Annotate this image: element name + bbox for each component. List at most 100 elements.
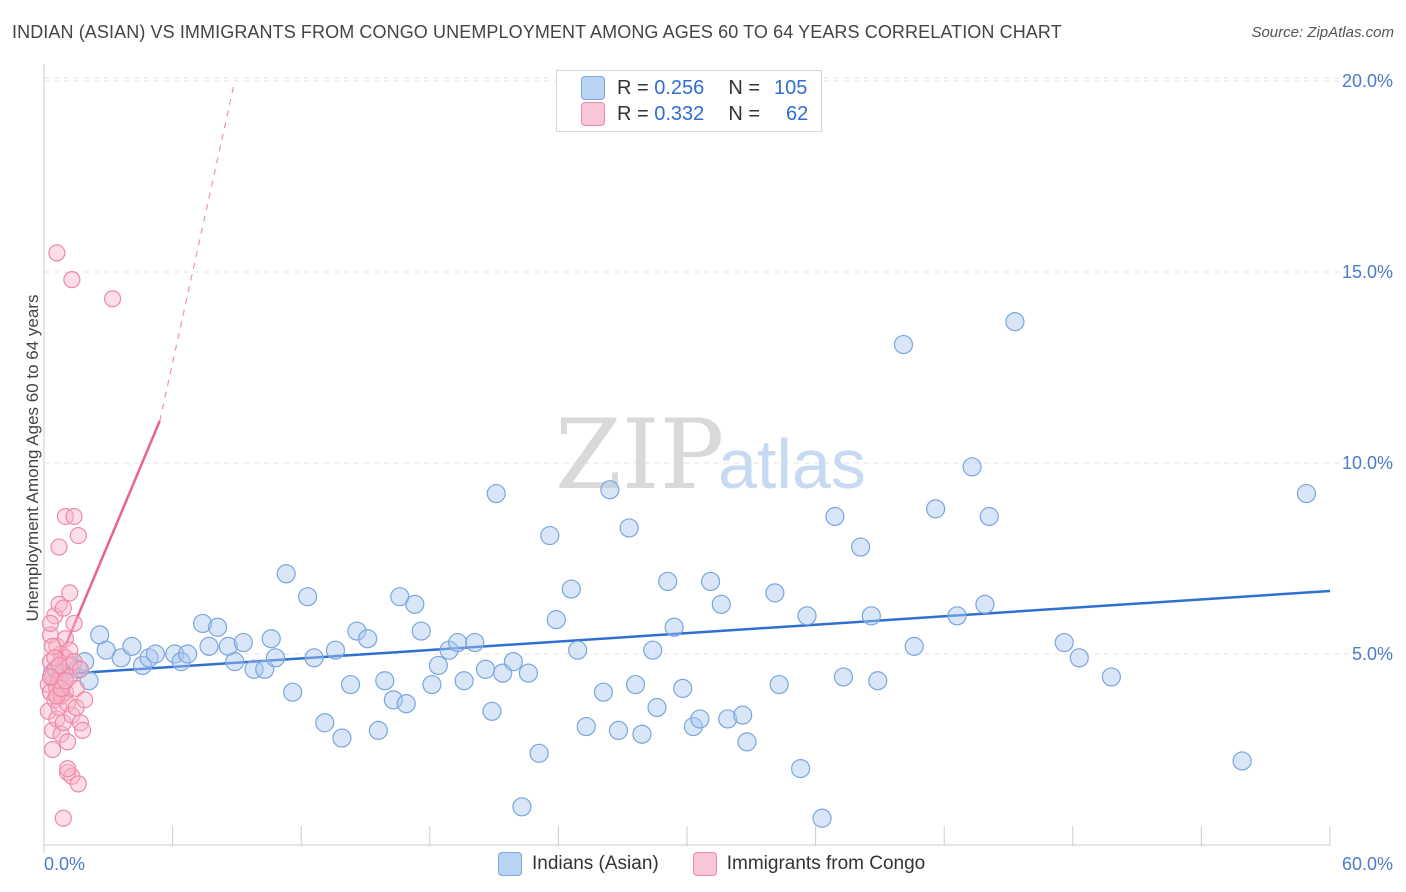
r-label: R = [617,76,649,99]
point-indians [861,606,881,626]
point-congo [48,244,66,262]
point-indians [643,640,663,660]
point-congo [58,733,77,751]
point-indians [529,743,549,763]
point-indians [975,594,995,614]
point-indians [851,537,871,557]
point-indians [193,613,213,634]
point-indians [673,678,693,698]
y-tick-label: 5.0% [1352,644,1393,664]
y-tick-label: 20.0% [1342,71,1393,91]
point-indians [368,720,388,741]
point-indians [475,659,496,679]
legend-row-indians: R = 0.256 N = 105 [581,75,807,101]
point-indians [325,640,346,660]
point-indians [518,663,538,683]
point-indians [700,571,721,592]
legend-label: Immigrants from Congo [726,853,926,874]
gridlines [44,77,1392,655]
point-indians [765,583,785,603]
point-indians [1069,648,1089,668]
point-indians [625,674,646,695]
point-indians [298,587,318,607]
point-indians [261,629,281,649]
n-value: 62 [786,102,809,125]
legend-item-indians: Indians (Asian) [498,852,659,876]
point-indians [465,632,485,653]
regression-lines [47,80,1331,687]
point-indians [812,808,832,828]
point-congo [73,721,92,740]
legend-swatch-blue [498,852,522,876]
point-indians [600,480,620,500]
point-indians [1101,667,1121,687]
point-indians [962,457,982,477]
point-indians [833,667,854,687]
r-label: R = [617,102,649,125]
point-indians [790,758,811,779]
point-congo [69,775,87,793]
point-indians [658,571,678,592]
r-value: 0.332 [654,102,705,125]
point-indians [512,797,532,817]
chart-title: INDIAN (ASIAN) VS IMMIGRANTS FROM CONGO … [12,22,1062,42]
y-axis-label: Unemployment Among Ages 60 to 64 years [23,295,42,622]
axes [43,64,1331,853]
point-congo [76,691,94,709]
source-credit: Source: ZipAtlas.com [1251,24,1394,41]
point-indians [383,690,403,710]
data-points [39,244,1317,828]
point-congo [103,290,122,308]
point-indians [96,640,116,660]
point-congo [65,614,83,633]
point-indians [396,694,416,714]
point-indians [647,697,667,718]
point-indians [304,648,324,668]
point-indians [683,716,704,737]
point-congo [69,526,87,545]
point-indians [340,674,361,695]
tick-labels: 5.0% 10.0% 15.0% 20.0% 0.0% 60.0% [44,71,1393,874]
point-indians [825,506,845,527]
point-congo [41,668,60,686]
y-tick-label: 10.0% [1342,453,1393,473]
point-indians [448,632,468,653]
point-indians [797,606,817,626]
point-indians [411,621,431,641]
point-indians [405,594,425,614]
point-congo [50,538,68,556]
point-indians [145,644,166,664]
point-indians [315,713,335,733]
point-indians [540,525,560,546]
x-tick-label: 60.0% [1342,854,1393,874]
point-indians [979,506,999,527]
y-tick-label: 15.0% [1342,262,1393,282]
point-indians [576,716,596,737]
point-indians [265,648,286,668]
point-indians [428,655,448,676]
point-indians [122,636,142,656]
point-congo [56,672,75,690]
point-indians [926,499,946,519]
point-indians [486,483,506,504]
point-indians [904,636,924,656]
legend-row-congo: R = 0.332 N = 62 [581,101,808,127]
point-congo [54,809,72,827]
point-indians [199,636,219,656]
point-indians [208,617,228,637]
point-congo [63,271,81,289]
point-indians [503,652,523,672]
point-indians [733,705,753,725]
point-indians [608,720,629,741]
point-indians [718,709,738,729]
point-indians [283,682,303,702]
legend-swatch-pink [692,852,717,876]
n-label: N = [728,76,760,99]
point-indians [769,674,789,695]
point-indians [178,644,198,664]
point-indians [711,594,731,614]
point-indians [546,610,566,630]
point-indians [1296,483,1317,504]
legend-label: Indians (Asian) [532,853,659,874]
point-indians [593,682,614,702]
